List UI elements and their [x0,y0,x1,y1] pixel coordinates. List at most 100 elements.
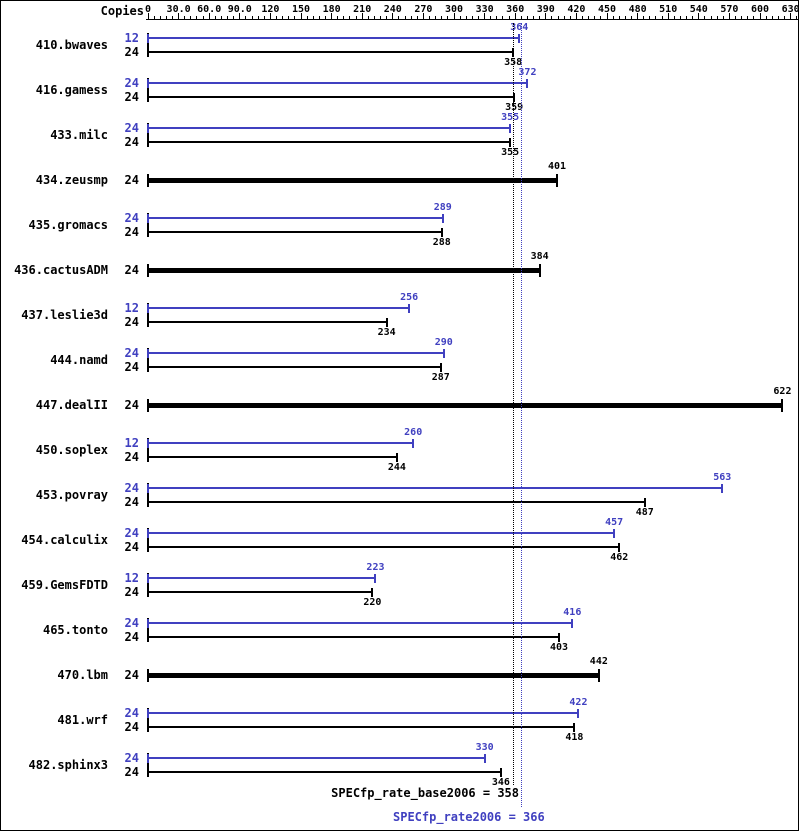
axis-minor-tick [220,16,222,19]
bar-value-label: 462 [610,552,629,563]
bar-start-connector [147,528,149,552]
axis-minor-tick [227,16,229,19]
bar-start-cap [147,213,149,223]
bar-peak [148,487,723,489]
bar-end-cap [618,542,621,552]
axis-minor-tick [722,16,724,19]
bar-start-cap [147,587,149,597]
axis-minor-tick [618,16,620,19]
axis-major-tick [484,13,486,19]
axis-minor-tick [526,16,528,19]
bar-value-label: 359 [505,102,524,113]
bar-end-cap [613,528,616,538]
axis-minor-tick [429,16,431,19]
bar-value-label: 256 [400,292,419,303]
axis-minor-tick [165,16,167,19]
bar-value-label: 418 [565,732,584,743]
bar-start-connector [147,483,149,507]
axis-minor-tick [783,16,785,19]
bar-value-label: 220 [363,597,382,608]
bar-start-cap [147,123,149,133]
axis-major-tick [422,13,424,19]
bar-value-label: 355 [501,112,520,123]
axis-minor-tick [520,16,522,19]
axis-minor-tick [704,16,706,19]
axis-tick-label: 90.0 [227,4,252,15]
benchmark-label: 465.tonto [42,623,108,637]
bar-value-label: 442 [589,656,608,667]
axis-minor-tick [679,16,681,19]
bar-base [148,402,783,408]
axis-minor-tick [367,16,369,19]
axis-minor-tick [343,16,345,19]
axis-minor-tick [539,16,541,19]
bar-value-label: 223 [366,562,385,573]
bar-peak [148,307,410,309]
bar-end-cap [577,708,580,718]
axis-minor-tick [190,16,192,19]
copies-value: 24 [124,751,139,765]
axis-major-tick [606,13,608,19]
bar-start-cap [147,362,149,372]
axis-major-tick [208,13,210,19]
bar-base [148,231,442,233]
axis-minor-tick [337,16,339,19]
axis-minor-tick [312,16,314,19]
copies-value: 24 [124,526,139,540]
bar-start-cap [147,398,149,412]
copies-value: 24 [124,76,139,90]
bar-start-cap [147,767,149,777]
bar-base [148,177,558,183]
axis-major-tick [698,13,700,19]
axis-tick-label: 630 [781,4,799,15]
copies-value: 12 [124,301,139,315]
axis-minor-tick [673,16,675,19]
bar-end-cap [526,78,529,88]
reference-line-peak [521,23,523,807]
axis-minor-tick [796,16,798,19]
bar-base [148,501,645,503]
axis-minor-tick [533,16,535,19]
bar-end-cap [513,92,516,102]
bar-start-connector [147,573,149,597]
axis-minor-tick [306,16,308,19]
axis-tick-label: 270 [414,4,433,15]
axis-tick-label: 0 [144,4,152,15]
axis-minor-tick [441,16,443,19]
axis-tick-label: 240 [383,4,402,15]
bar-peak [148,442,414,444]
copies-value: 24 [124,90,139,104]
bar-end-cap [439,362,442,372]
axis-major-tick [728,13,730,19]
bar-start-connector [147,753,149,777]
axis-minor-tick [324,16,326,19]
bar-base [148,321,387,323]
bar-end-cap [558,632,561,642]
axis-tick-label: 480 [628,4,647,15]
peak-metric-text: SPECfp_rate2006 = 366 [393,810,545,824]
copies-value: 24 [124,450,139,464]
bar-value-label: 346 [491,777,510,788]
bar-start-cap [147,618,149,628]
axis-minor-tick [184,16,186,19]
axis-minor-tick [612,16,614,19]
axis-minor-tick [171,16,173,19]
bar-base [148,546,620,548]
axis-minor-tick [741,16,743,19]
bar-start-cap [147,668,149,682]
axis-minor-tick [404,16,406,19]
reference-line-base [513,23,515,785]
axis-tick-label: 150 [291,4,311,15]
bar-end-cap [573,722,576,732]
axis-major-tick [269,13,271,19]
axis-major-tick [514,13,516,19]
axis-major-tick [667,13,669,19]
bar-value-label: 384 [530,251,549,262]
bar-start-connector [147,348,149,372]
axis-major-tick [759,13,761,19]
axis-minor-tick [373,16,375,19]
copies-value: 12 [124,571,139,585]
axis-minor-tick [649,16,651,19]
bar-start-connector [147,618,149,642]
bar-value-label: 290 [434,337,453,348]
